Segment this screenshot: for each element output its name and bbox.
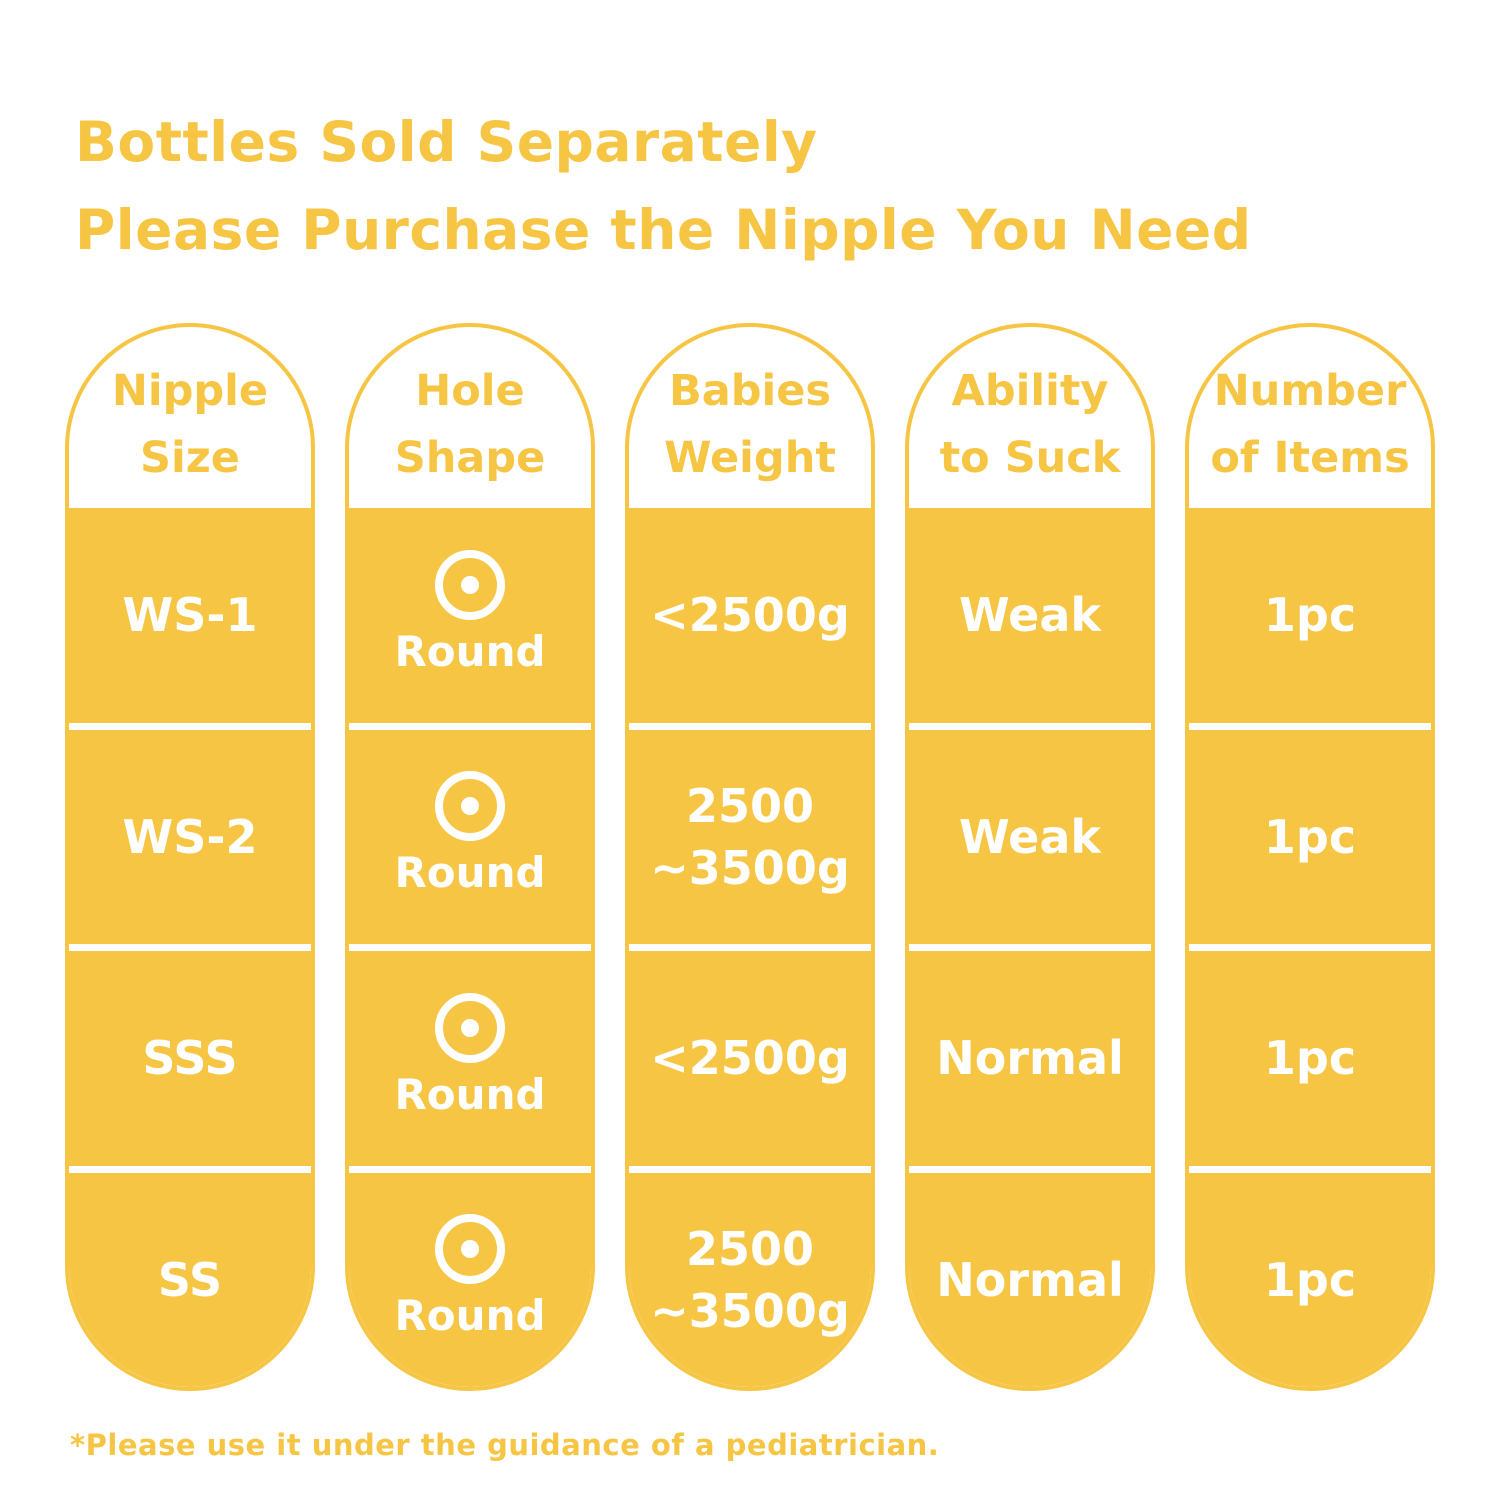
table-cell: SSS [69,951,311,1166]
table-cell: Normal [909,951,1151,1166]
column-body: WS-1 WS-2 SSS SS [69,508,311,1387]
title-line-1: Bottles Sold Separately [75,110,818,174]
table-cell: Round [349,508,591,723]
column-body: Weak Weak Normal Normal [909,508,1151,1387]
hole-dot [461,1240,479,1259]
round-hole-icon [435,992,505,1063]
round-hole-icon [435,771,505,842]
hole-dot [461,797,479,816]
table-cell: Round [349,729,591,944]
table-cell: <2500g [629,508,871,723]
column-header-nipple-size: Nipple Size [111,365,269,483]
column-body: Round Round Round Round [349,508,591,1387]
hole-shape-label: Round [394,626,546,676]
table-cell: 2500 ~3500g [629,1172,871,1387]
page-title: Bottles Sold Separately Please Purchase … [75,98,1252,274]
hole-shape-label: Round [394,1291,546,1341]
column-babies-weight: Babies Weight <2500g 2500 ~3500g <2500g … [625,323,875,1391]
column-ability-to-suck: Ability to Suck Weak Weak Normal Normal [905,323,1155,1391]
column-header-hole-shape: Hole Shape [394,365,546,483]
column-header-ability-to-suck: Ability to Suck [939,365,1121,483]
column-body: <2500g 2500 ~3500g <2500g 2500 ~3500g [629,508,871,1387]
nipple-comparison-table: Nipple Size WS-1 WS-2 SSS SS Hole Shape … [65,323,1435,1391]
column-body: 1pc 1pc 1pc 1pc [1189,508,1431,1387]
table-cell: 1pc [1189,729,1431,944]
table-cell: Weak [909,729,1151,944]
table-cell: Round [349,951,591,1166]
column-number-of-items: Number of Items 1pc 1pc 1pc 1pc [1185,323,1435,1391]
column-hole-shape: Hole Shape Round Round Round Round [345,323,595,1391]
table-cell: Normal [909,1172,1151,1387]
table-cell: 1pc [1189,951,1431,1166]
round-hole-icon [435,549,505,620]
footnote: *Please use it under the guidance of a p… [70,1428,940,1462]
table-cell: WS-2 [69,729,311,944]
hole-shape-label: Round [394,1069,546,1119]
table-cell: 2500 ~3500g [629,729,871,944]
hole-dot [461,575,479,594]
round-hole-icon [435,1214,505,1285]
hole-shape-label: Round [394,848,546,898]
column-header-number-of-items: Number of Items [1210,365,1410,483]
table-cell: 1pc [1189,508,1431,723]
table-cell: Weak [909,508,1151,723]
column-nipple-size: Nipple Size WS-1 WS-2 SSS SS [65,323,315,1391]
table-cell: 1pc [1189,1172,1431,1387]
title-line-2: Please Purchase the Nipple You Need [75,198,1252,262]
hole-dot [461,1018,479,1037]
table-cell: SS [69,1172,311,1387]
table-cell: Round [349,1172,591,1387]
table-cell: <2500g [629,951,871,1166]
column-header-babies-weight: Babies Weight [664,365,836,483]
table-cell: WS-1 [69,508,311,723]
